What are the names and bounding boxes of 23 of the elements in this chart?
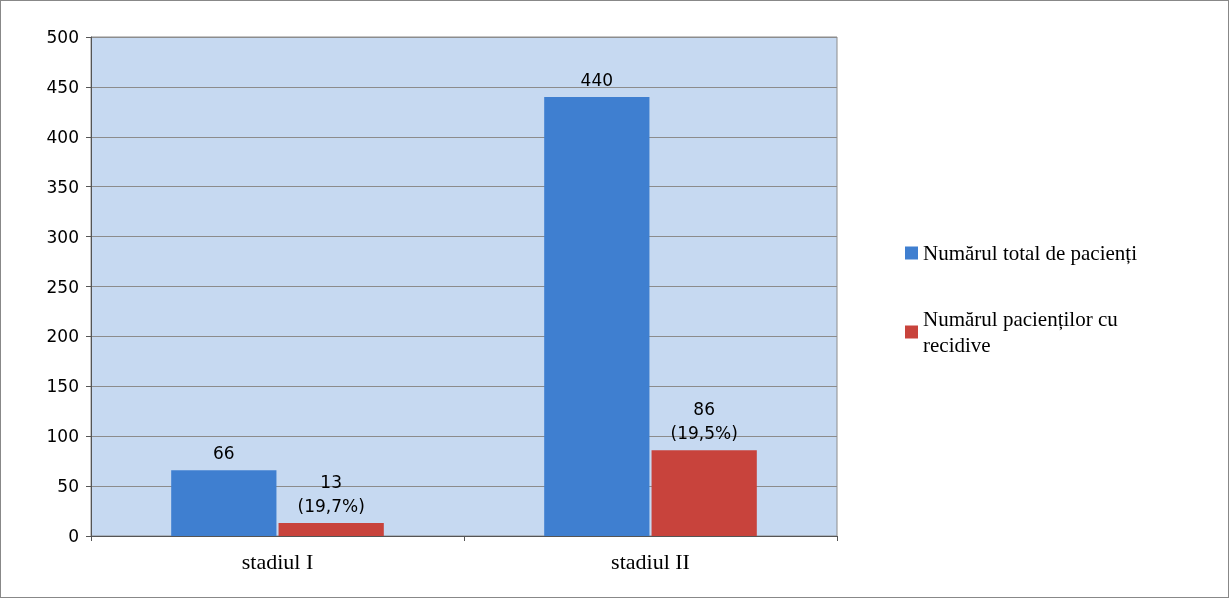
y-tick-label: 300 [46, 226, 79, 247]
bar [278, 523, 384, 536]
y-tick-label: 50 [57, 476, 79, 497]
y-tick-label: 0 [68, 526, 79, 546]
y-tick-label: 100 [46, 426, 79, 447]
y-tick-label: 500 [46, 27, 79, 47]
y-tick-label: 150 [46, 376, 79, 397]
y-tick-label: 250 [46, 276, 79, 297]
y-tick-label: 350 [46, 176, 79, 197]
y-tick-label: 400 [46, 126, 79, 147]
bar [651, 450, 757, 536]
data-label: 66 [213, 443, 235, 464]
data-label: 13 (19,7%) [297, 472, 365, 517]
bar [544, 96, 650, 536]
legend-label: Numărul pacienților cu recidive [923, 307, 1124, 357]
bar [171, 470, 277, 536]
legend-label: Numărul total de pacienți [923, 241, 1138, 265]
data-label: 440 [580, 69, 614, 90]
y-tick-label: 450 [46, 76, 79, 97]
x-tick-label: stadiul II [611, 548, 690, 574]
x-tick-label: stadiul I [241, 548, 314, 574]
y-tick-label: 200 [46, 326, 79, 347]
data-label: 86 (19,5%) [670, 399, 738, 444]
